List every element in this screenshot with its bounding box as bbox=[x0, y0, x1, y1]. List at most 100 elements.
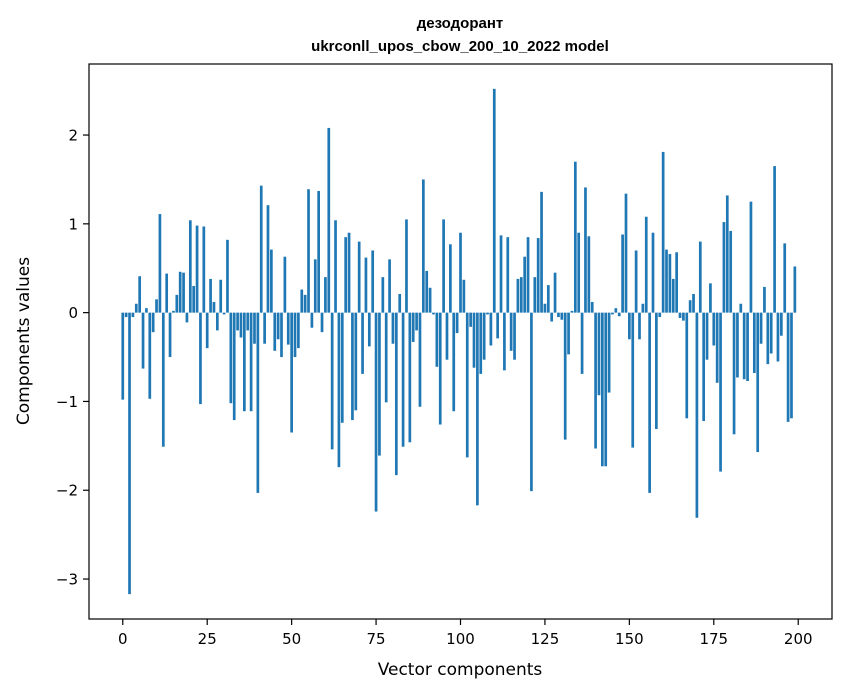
bar bbox=[290, 312, 293, 433]
bar bbox=[573, 161, 577, 313]
bar bbox=[151, 312, 155, 333]
bar bbox=[394, 312, 398, 476]
x-tick-label: 25 bbox=[198, 630, 217, 648]
bar bbox=[749, 201, 753, 313]
bar bbox=[479, 312, 483, 374]
bar bbox=[232, 312, 236, 421]
bar bbox=[226, 239, 229, 313]
bar bbox=[786, 312, 790, 422]
bar bbox=[557, 312, 560, 318]
bar bbox=[175, 294, 179, 313]
bar bbox=[628, 312, 631, 340]
bar bbox=[492, 88, 496, 313]
bar bbox=[161, 312, 165, 447]
bar bbox=[172, 310, 175, 313]
bar bbox=[482, 312, 486, 360]
bar bbox=[624, 193, 628, 313]
bar bbox=[428, 287, 432, 313]
bar bbox=[644, 216, 648, 313]
bar bbox=[600, 312, 604, 467]
y-tick-label: 1 bbox=[68, 215, 78, 233]
bar bbox=[415, 312, 418, 331]
bar bbox=[756, 312, 760, 453]
bar bbox=[205, 312, 209, 349]
bar bbox=[725, 195, 729, 313]
bar bbox=[259, 185, 263, 313]
bar bbox=[256, 312, 260, 493]
bar bbox=[391, 312, 395, 344]
x-tick-label: 175 bbox=[699, 630, 728, 648]
y-tick-label: −3 bbox=[56, 571, 78, 589]
bar bbox=[698, 241, 702, 313]
bar bbox=[668, 254, 672, 313]
bar bbox=[155, 299, 158, 313]
bar bbox=[246, 312, 250, 331]
bar bbox=[209, 278, 212, 313]
bar bbox=[243, 312, 246, 412]
bar bbox=[580, 312, 584, 374]
bar bbox=[678, 312, 682, 318]
bar bbox=[779, 312, 783, 336]
bar bbox=[378, 312, 381, 456]
bar bbox=[286, 312, 290, 345]
bar bbox=[438, 312, 442, 425]
x-tick-label: 200 bbox=[784, 630, 813, 648]
bar bbox=[344, 237, 348, 313]
bar bbox=[307, 189, 310, 313]
bar bbox=[709, 283, 712, 313]
bar bbox=[685, 312, 689, 419]
bar bbox=[384, 312, 388, 403]
bar bbox=[425, 270, 429, 313]
bar bbox=[506, 237, 510, 313]
bar bbox=[486, 312, 489, 315]
bar bbox=[702, 312, 706, 421]
bar bbox=[188, 220, 192, 313]
bar bbox=[665, 249, 668, 313]
x-tick-label: 0 bbox=[118, 630, 128, 648]
bar bbox=[509, 312, 513, 351]
bar bbox=[459, 232, 462, 313]
bar bbox=[273, 312, 277, 351]
bar bbox=[546, 285, 550, 313]
bar bbox=[229, 312, 233, 404]
bar bbox=[334, 220, 337, 313]
bar bbox=[432, 312, 435, 315]
bar bbox=[736, 312, 739, 378]
bar bbox=[354, 312, 358, 411]
bar bbox=[648, 312, 651, 493]
bar bbox=[476, 312, 479, 506]
bar bbox=[401, 312, 405, 447]
bar bbox=[313, 259, 317, 313]
bar bbox=[513, 312, 516, 360]
bar bbox=[330, 312, 334, 450]
bar bbox=[178, 271, 182, 313]
bar bbox=[773, 166, 776, 313]
bar bbox=[398, 293, 402, 313]
bar bbox=[121, 312, 125, 400]
bar bbox=[712, 312, 716, 346]
bar bbox=[405, 219, 408, 313]
bar bbox=[347, 232, 351, 313]
bar bbox=[766, 312, 770, 365]
x-axis-label: Vector components bbox=[378, 660, 543, 680]
y-tick-label: 0 bbox=[68, 304, 78, 322]
bar bbox=[722, 222, 726, 313]
bar bbox=[729, 230, 733, 313]
bar bbox=[249, 312, 253, 412]
bar bbox=[638, 312, 641, 340]
y-tick-label: 2 bbox=[68, 127, 78, 145]
bar bbox=[661, 151, 665, 313]
bar bbox=[145, 308, 148, 313]
bar bbox=[651, 232, 655, 313]
bar bbox=[769, 312, 773, 354]
bar bbox=[783, 243, 787, 313]
bar bbox=[303, 294, 307, 313]
bar bbox=[611, 312, 614, 315]
bar bbox=[185, 312, 189, 323]
bar bbox=[422, 179, 425, 313]
bar bbox=[675, 252, 678, 313]
chart-title-line-2: ukrconll_upos_cbow_200_10_2022 model bbox=[311, 38, 609, 55]
bar bbox=[516, 278, 520, 313]
bar bbox=[317, 190, 320, 313]
y-axis-label: Components values bbox=[14, 257, 34, 425]
